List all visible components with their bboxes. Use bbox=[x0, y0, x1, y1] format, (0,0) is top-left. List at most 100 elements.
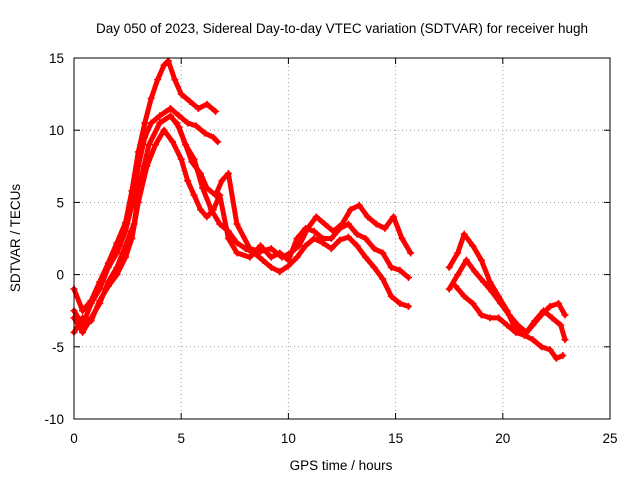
data-point bbox=[540, 307, 548, 315]
x-tick-label: 20 bbox=[495, 431, 510, 446]
data-point bbox=[177, 90, 185, 98]
data-point bbox=[128, 235, 136, 242]
data-point bbox=[486, 314, 494, 322]
data-point bbox=[156, 112, 164, 120]
data-point bbox=[224, 170, 232, 178]
data-point bbox=[79, 314, 87, 322]
data-point bbox=[194, 105, 202, 113]
data-point bbox=[79, 307, 87, 315]
data-point bbox=[259, 256, 267, 264]
data-point bbox=[192, 122, 200, 130]
data-point bbox=[398, 235, 406, 242]
data-point bbox=[460, 230, 468, 238]
data-point bbox=[302, 242, 310, 250]
data-point bbox=[555, 299, 563, 307]
data-point bbox=[389, 213, 397, 221]
data-point bbox=[87, 317, 95, 325]
data-point bbox=[469, 242, 477, 250]
series-track-5 bbox=[173, 119, 412, 310]
data-point bbox=[497, 299, 505, 307]
data-point bbox=[452, 282, 460, 290]
data-point bbox=[531, 317, 539, 325]
data-point bbox=[166, 105, 174, 113]
data-point bbox=[190, 191, 198, 199]
data-point bbox=[480, 278, 488, 286]
data-point bbox=[445, 285, 453, 293]
data-point bbox=[336, 236, 344, 244]
series-track-4 bbox=[70, 126, 412, 336]
data-point bbox=[529, 336, 537, 344]
data-point bbox=[246, 253, 254, 261]
data-point bbox=[154, 76, 162, 84]
data-point bbox=[293, 253, 301, 261]
data-point bbox=[276, 249, 284, 257]
data-point bbox=[327, 245, 335, 253]
series-track-7 bbox=[445, 256, 569, 344]
data-point bbox=[548, 314, 556, 322]
data-point bbox=[302, 224, 310, 232]
data-point bbox=[276, 268, 284, 276]
data-point bbox=[503, 321, 511, 329]
data-point bbox=[151, 141, 159, 149]
data-point bbox=[477, 256, 485, 264]
data-point bbox=[353, 242, 361, 250]
series-line bbox=[71, 113, 414, 335]
data-point bbox=[113, 249, 121, 257]
data-point bbox=[512, 328, 520, 336]
series-track-8 bbox=[452, 282, 567, 362]
data-point bbox=[364, 213, 372, 221]
data-point bbox=[104, 263, 112, 271]
data-point bbox=[344, 233, 352, 241]
data-point bbox=[164, 57, 172, 65]
x-tick-label: 10 bbox=[281, 431, 296, 446]
data-point bbox=[355, 201, 363, 209]
data-point bbox=[171, 76, 179, 84]
data-point bbox=[141, 133, 149, 141]
data-point bbox=[387, 263, 395, 271]
data-point bbox=[203, 213, 211, 221]
data-point bbox=[477, 311, 485, 319]
data-point bbox=[134, 198, 142, 206]
data-point bbox=[199, 184, 207, 192]
data-point bbox=[362, 235, 370, 242]
data-point bbox=[445, 263, 453, 271]
data-point bbox=[396, 299, 404, 307]
data-series bbox=[70, 57, 569, 362]
data-point bbox=[250, 249, 258, 257]
data-point bbox=[267, 245, 275, 253]
data-point bbox=[559, 351, 567, 359]
data-point bbox=[546, 346, 554, 354]
data-point bbox=[141, 119, 149, 127]
data-point bbox=[104, 282, 112, 290]
x-tick-label: 25 bbox=[602, 431, 617, 446]
data-point bbox=[310, 227, 318, 235]
data-point bbox=[233, 220, 241, 228]
data-point bbox=[79, 328, 87, 336]
data-point bbox=[143, 162, 151, 170]
data-point bbox=[160, 61, 168, 69]
data-point bbox=[175, 112, 183, 120]
data-point bbox=[186, 97, 194, 105]
data-point bbox=[207, 206, 215, 214]
data-point bbox=[216, 191, 224, 199]
data-point bbox=[203, 100, 211, 108]
data-point bbox=[87, 299, 95, 307]
data-point bbox=[379, 275, 387, 283]
data-point bbox=[209, 133, 217, 141]
data-point bbox=[344, 220, 352, 228]
data-point bbox=[257, 242, 265, 250]
data-point bbox=[145, 141, 153, 149]
data-point bbox=[495, 314, 503, 322]
data-point bbox=[488, 288, 496, 296]
data-point bbox=[327, 235, 335, 242]
data-point bbox=[471, 268, 479, 276]
x-tick-label: 0 bbox=[70, 431, 78, 446]
x-tick-label: 15 bbox=[388, 431, 403, 446]
data-point bbox=[134, 162, 142, 170]
data-point bbox=[454, 271, 462, 279]
data-point bbox=[147, 119, 155, 127]
data-point bbox=[486, 278, 494, 286]
data-point bbox=[321, 220, 329, 228]
data-point bbox=[370, 245, 378, 253]
y-tick-label: 15 bbox=[49, 51, 64, 66]
